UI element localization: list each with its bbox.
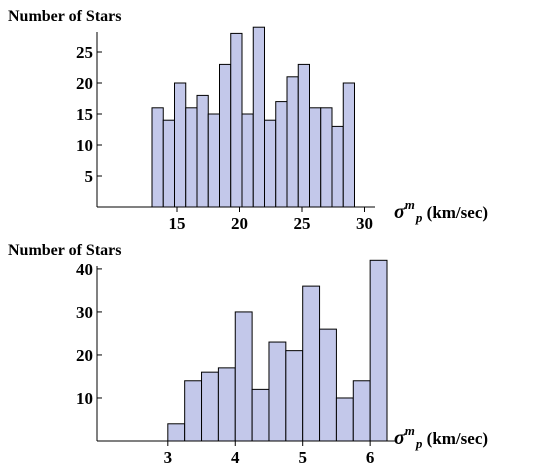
top-bar xyxy=(309,107,322,208)
top-bar xyxy=(151,107,164,208)
bottom-bar xyxy=(352,380,371,442)
bottom-bar xyxy=(167,423,186,442)
bottom-x-tick-label: 4 xyxy=(231,448,240,464)
bottom-x-tick-label: 6 xyxy=(366,448,375,464)
top-bars xyxy=(151,26,355,208)
top-bar xyxy=(185,107,198,208)
top-bar xyxy=(320,107,333,208)
top-bar xyxy=(286,76,299,208)
top-bar xyxy=(230,32,243,208)
bottom-bar xyxy=(369,259,388,442)
bottom-bar xyxy=(217,367,236,442)
top-bar xyxy=(241,113,254,208)
top-bar xyxy=(162,119,175,208)
top-bar xyxy=(207,113,220,208)
bottom-bar xyxy=(319,328,337,442)
bottom-x-tick-label: 5 xyxy=(298,448,307,464)
top-bar xyxy=(275,101,288,208)
bottom-y-tick-label: 30 xyxy=(76,303,93,322)
bottom-y-axis-label: Number of Stars xyxy=(8,242,121,259)
bottom-bar xyxy=(302,285,321,442)
top-x-tick-label: 25 xyxy=(294,214,311,233)
top-bar xyxy=(174,82,187,208)
top-x-tick-label: 20 xyxy=(231,214,248,233)
top-bar xyxy=(297,63,310,208)
top-bar xyxy=(196,94,209,208)
bottom-x-ticks: 3 4 5 6 xyxy=(164,441,375,464)
bottom-bar xyxy=(184,380,203,442)
top-y-tick-label: 15 xyxy=(76,105,93,124)
top-x-ticks: 15 20 25 30 xyxy=(169,207,373,233)
top-x-axis-label: σmp (km/sec) xyxy=(394,197,488,225)
top-bar xyxy=(342,82,355,208)
top-bar xyxy=(219,63,232,208)
bottom-y-tick-label: 40 xyxy=(76,260,93,279)
bottom-y-tick-label: 10 xyxy=(76,389,93,408)
bottom-bar xyxy=(234,311,253,442)
top-y-tick-label: 10 xyxy=(76,136,93,155)
bottom-bar xyxy=(201,371,219,442)
top-bar xyxy=(264,119,277,208)
bottom-y-tick-label: 20 xyxy=(76,346,93,365)
top-histogram: Number of Stars 15 20 25 30 5 10 15 20 25 σmp (… xyxy=(8,8,488,233)
top-y-tick-label: 25 xyxy=(76,43,93,62)
top-y-ticks: 5 10 15 20 25 xyxy=(76,43,102,186)
bottom-bars xyxy=(167,259,388,442)
top-bar xyxy=(252,26,265,208)
bottom-y-ticks: 10 20 30 40 xyxy=(76,260,102,408)
bottom-x-tick-label: 3 xyxy=(164,448,173,464)
bottom-bar xyxy=(268,341,287,442)
top-bar xyxy=(331,125,344,208)
bottom-bar xyxy=(285,350,304,442)
top-y-axis-label: Number of Stars xyxy=(8,8,121,25)
top-x-tick-label: 30 xyxy=(356,214,373,233)
bottom-bar xyxy=(335,397,354,442)
bottom-histogram: Number of Stars 3 4 5 6 10 20 30 40 σmp (km/se… xyxy=(8,242,488,464)
top-y-tick-label: 20 xyxy=(76,74,93,93)
top-y-tick-label: 5 xyxy=(85,167,94,186)
bottom-bar xyxy=(251,388,270,442)
bottom-x-axis-label: σmp (km/sec) xyxy=(394,423,488,451)
top-x-tick-label: 15 xyxy=(169,214,186,233)
